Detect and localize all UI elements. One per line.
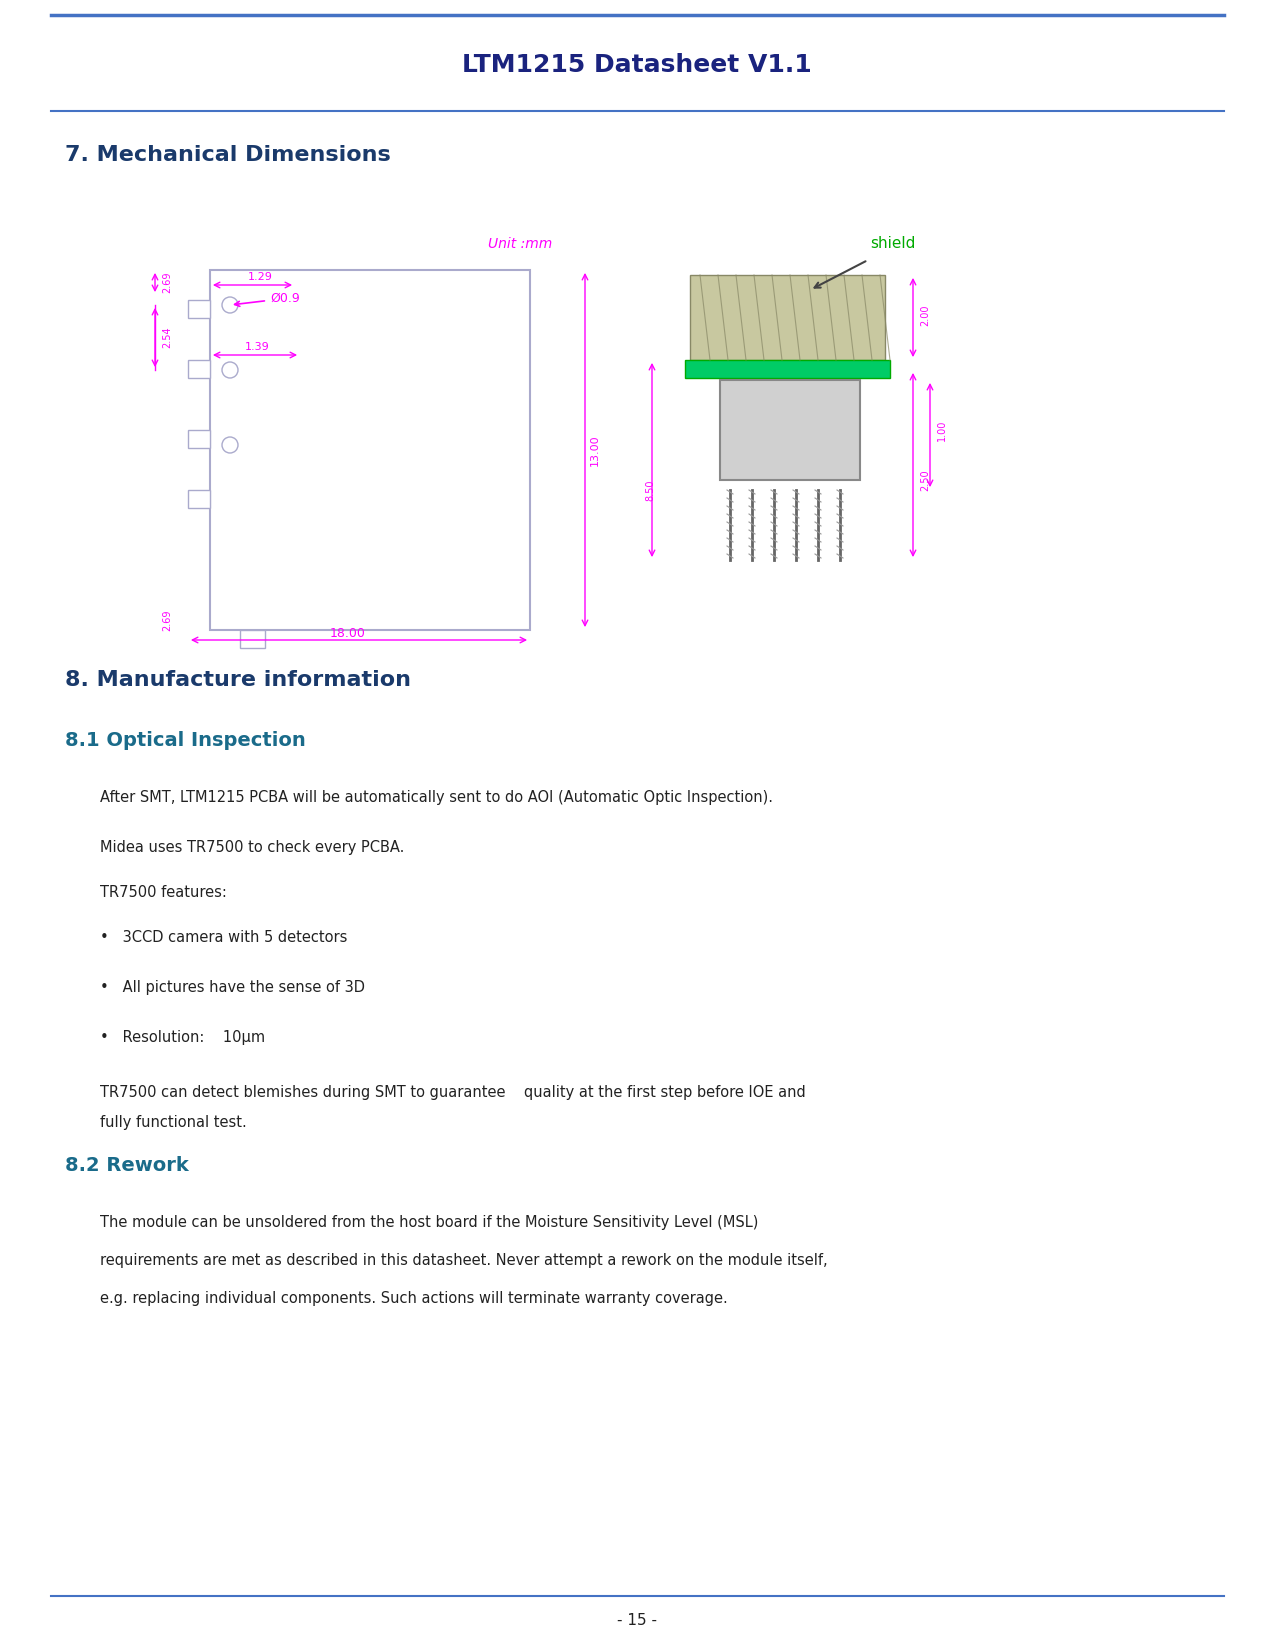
Text: 13.00: 13.00 xyxy=(590,434,601,466)
Text: LTM1215 Datasheet V1.1: LTM1215 Datasheet V1.1 xyxy=(462,53,812,78)
Text: 8.50: 8.50 xyxy=(645,479,655,500)
Bar xyxy=(187,300,210,319)
Text: •   All pictures have the sense of 3D: • All pictures have the sense of 3D xyxy=(99,981,365,996)
Text: 8.1 Optical Inspection: 8.1 Optical Inspection xyxy=(65,730,306,750)
Bar xyxy=(720,380,861,480)
Text: •   3CCD camera with 5 detectors: • 3CCD camera with 5 detectors xyxy=(99,930,347,944)
Text: - 15 -: - 15 - xyxy=(617,1613,657,1628)
Text: 1.29: 1.29 xyxy=(249,272,273,282)
Text: 2.69: 2.69 xyxy=(162,609,172,631)
Text: 2.50: 2.50 xyxy=(921,469,929,490)
Bar xyxy=(187,429,210,447)
Text: Unit :mm: Unit :mm xyxy=(488,238,552,251)
Text: fully functional test.: fully functional test. xyxy=(99,1114,247,1129)
Text: The module can be unsoldered from the host board if the Moisture Sensitivity Lev: The module can be unsoldered from the ho… xyxy=(99,1215,759,1230)
Text: Ø0.9: Ø0.9 xyxy=(235,292,300,307)
Text: 1.00: 1.00 xyxy=(937,419,947,441)
Text: 18.00: 18.00 xyxy=(330,626,366,639)
Text: shield: shield xyxy=(870,236,915,251)
Text: TR7500 can detect blemishes during SMT to guarantee    quality at the first step: TR7500 can detect blemishes during SMT t… xyxy=(99,1085,806,1100)
Text: Midea uses TR7500 to check every PCBA.: Midea uses TR7500 to check every PCBA. xyxy=(99,840,404,855)
Text: 2.00: 2.00 xyxy=(921,304,929,325)
Bar xyxy=(187,490,210,509)
Text: 2.54: 2.54 xyxy=(162,327,172,348)
Text: 8. Manufacture information: 8. Manufacture information xyxy=(65,670,411,690)
Bar xyxy=(210,271,530,631)
Text: TR7500 features:: TR7500 features: xyxy=(99,885,227,900)
Text: 1.39: 1.39 xyxy=(245,342,270,352)
Text: •   Resolution:    10μm: • Resolution: 10μm xyxy=(99,1030,265,1045)
Bar xyxy=(187,360,210,378)
Text: 2.69: 2.69 xyxy=(162,271,172,292)
Text: After SMT, LTM1215 PCBA will be automatically sent to do AOI (Automatic Optic In: After SMT, LTM1215 PCBA will be automati… xyxy=(99,789,773,806)
Bar xyxy=(690,276,885,360)
Bar xyxy=(685,360,890,378)
Bar xyxy=(240,631,265,647)
Text: 8.2 Rework: 8.2 Rework xyxy=(65,1156,189,1174)
Text: 7. Mechanical Dimensions: 7. Mechanical Dimensions xyxy=(65,145,390,165)
Text: e.g. replacing individual components. Such actions will terminate warranty cover: e.g. replacing individual components. Su… xyxy=(99,1291,728,1306)
Text: requirements are met as described in this datasheet. Never attempt a rework on t: requirements are met as described in thi… xyxy=(99,1253,827,1268)
